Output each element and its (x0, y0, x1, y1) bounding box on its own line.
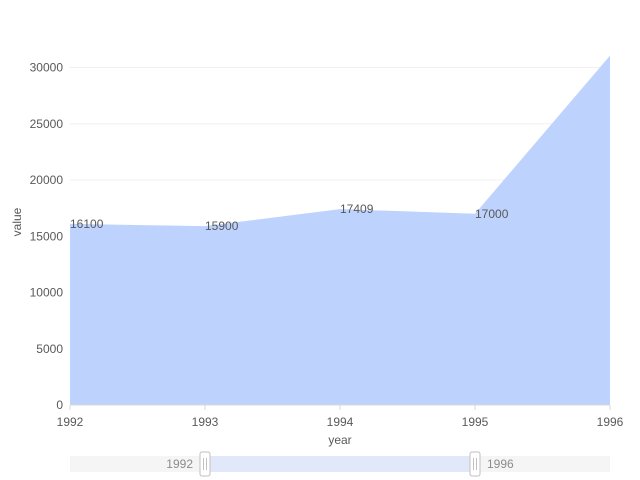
y-tick-label: 25000 (30, 117, 64, 131)
axes: 0 5000 10000 15000 20000 25000 30000 1992 1993 19… (30, 61, 624, 430)
slider-start-label: 1992 (166, 457, 193, 471)
slider-start-handle[interactable] (199, 451, 211, 477)
data-label: 17409 (340, 202, 374, 216)
slider-end-handle[interactable] (469, 451, 481, 477)
y-tick-label: 20000 (30, 173, 64, 187)
x-axis-title: year (328, 433, 351, 447)
data-label: 17000 (475, 207, 509, 221)
x-tick-label: 1996 (597, 415, 624, 429)
y-tick-label: 30000 (30, 61, 64, 75)
data-label: 15900 (205, 219, 239, 233)
x-tick-label: 1994 (327, 415, 354, 429)
area-fill (70, 55, 610, 406)
x-tick-label: 1995 (462, 415, 489, 429)
slider-selection[interactable] (205, 456, 475, 472)
x-tick-label: 1992 (57, 415, 84, 429)
y-tick-label: 10000 (30, 286, 64, 300)
x-tick-label: 1993 (192, 415, 219, 429)
data-labels: 16100 15900 17409 17000 (70, 202, 509, 233)
range-slider[interactable]: 1992 1996 (70, 451, 610, 477)
area-series (70, 55, 610, 406)
y-tick-label: 15000 (30, 229, 64, 243)
y-tick-label: 5000 (36, 342, 63, 356)
data-label: 16100 (70, 217, 104, 231)
y-tick-label: 0 (56, 398, 63, 412)
slider-end-label: 1996 (487, 457, 514, 471)
y-axis-title: value (10, 207, 24, 236)
